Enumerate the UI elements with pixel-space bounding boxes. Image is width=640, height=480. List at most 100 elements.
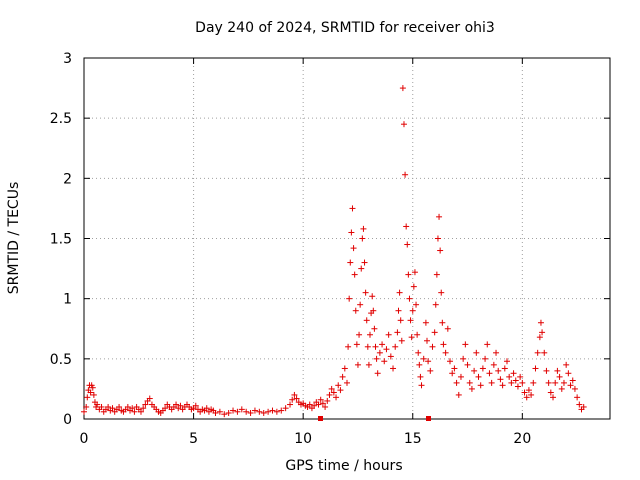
data-point: [510, 370, 517, 377]
y-tick-label: 3: [63, 51, 72, 67]
data-point: [87, 389, 94, 396]
data-point: [415, 349, 422, 356]
y-tick-label: 1.5: [50, 232, 72, 248]
data-point: [536, 334, 543, 341]
data-point: [397, 317, 404, 324]
data-point: [344, 379, 350, 386]
data-point: [349, 205, 356, 212]
data-point: [348, 229, 355, 236]
data-point: [464, 361, 471, 368]
data-point: [532, 365, 539, 372]
data-point: [580, 403, 587, 410]
data-point: [569, 377, 576, 384]
x-tick-label: 10: [294, 431, 312, 447]
data-point: [265, 408, 272, 415]
data-point: [486, 370, 493, 377]
y-tick-label: 2: [63, 171, 72, 187]
data-point: [383, 346, 390, 353]
axis-marker: [318, 416, 323, 421]
data-point: [98, 403, 105, 410]
data-point: [361, 259, 368, 266]
data-point: [413, 301, 420, 308]
data-point: [411, 269, 418, 276]
data-point: [315, 401, 322, 408]
data-point: [225, 409, 232, 416]
data-point: [451, 365, 458, 372]
data-point: [347, 259, 354, 266]
data-point: [317, 396, 324, 403]
data-point: [387, 353, 394, 360]
data-point: [352, 307, 359, 314]
data-point: [447, 358, 454, 365]
data-point: [406, 295, 413, 302]
data-point: [146, 395, 153, 402]
data-point: [565, 370, 572, 377]
data-point: [350, 245, 357, 252]
data-point: [440, 341, 447, 348]
data-point: [519, 379, 526, 386]
data-point: [563, 361, 570, 368]
data-point: [216, 408, 223, 415]
data-point: [417, 373, 424, 380]
data-point: [457, 373, 464, 380]
data-point: [432, 301, 439, 308]
data-point: [466, 379, 473, 386]
data-point: [400, 121, 407, 128]
x-tick-label: 0: [80, 431, 89, 447]
data-point: [431, 329, 438, 336]
y-tick-label: 2.5: [50, 111, 72, 127]
data-point: [365, 361, 372, 368]
data-point: [547, 389, 554, 396]
data-point: [142, 401, 149, 408]
data-point: [493, 349, 500, 356]
data-point: [234, 408, 241, 415]
data-point: [385, 331, 392, 338]
data-point: [353, 341, 360, 348]
data-point: [251, 407, 258, 414]
data-point: [475, 373, 482, 380]
data-point: [363, 317, 370, 324]
data-point: [473, 349, 480, 356]
data-point: [497, 376, 504, 383]
data-point: [238, 406, 245, 413]
data-point: [460, 355, 467, 362]
data-point: [260, 409, 267, 416]
data-point: [576, 401, 583, 408]
data-point: [574, 394, 581, 401]
y-axis-label: SRMTID / TECUs: [6, 182, 22, 295]
data-point: [221, 411, 228, 418]
data-point: [418, 382, 425, 389]
data-point: [534, 349, 541, 356]
data-point: [357, 301, 364, 308]
data-point: [376, 349, 383, 356]
data-point: [319, 400, 326, 407]
data-point: [434, 235, 441, 242]
data-point: [306, 401, 313, 408]
data-point: [438, 289, 445, 296]
data-point: [433, 271, 440, 278]
data-point: [373, 355, 380, 362]
data-point: [508, 379, 515, 386]
data-point: [311, 402, 318, 409]
x-axis: 0 5 10 15 20: [80, 58, 531, 447]
data-point: [116, 403, 123, 410]
data-point: [269, 407, 276, 414]
data-point: [370, 307, 377, 314]
data-point: [416, 361, 423, 368]
data-point: [354, 361, 361, 368]
data-point: [571, 385, 578, 392]
data-point: [247, 409, 254, 416]
data-point: [550, 394, 557, 401]
data-point: [436, 213, 443, 220]
data-point: [330, 389, 337, 396]
data-point: [203, 405, 210, 412]
data-point: [506, 373, 513, 380]
data-point: [545, 379, 552, 386]
data-point: [567, 382, 574, 389]
data-point: [442, 349, 449, 356]
y-tick-label: 1: [63, 292, 72, 308]
data-point: [374, 370, 381, 377]
data-point: [495, 367, 502, 374]
x-tick-label: 15: [404, 431, 422, 447]
